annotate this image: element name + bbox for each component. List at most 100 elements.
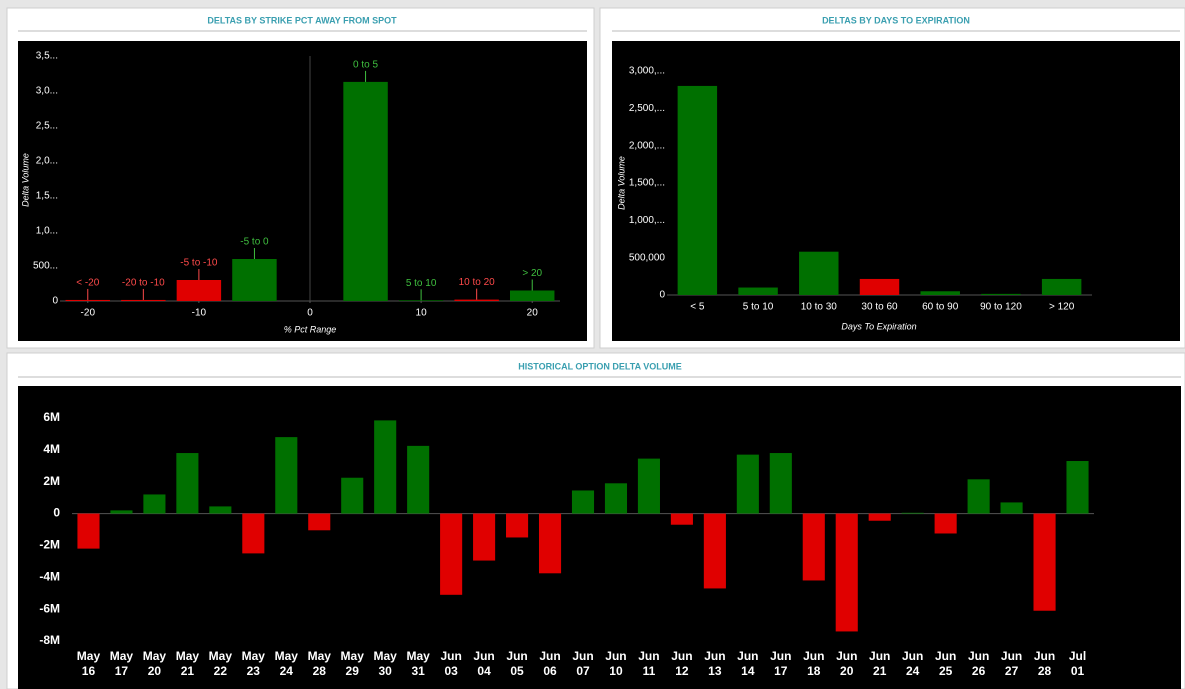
y-tick-label: 500...	[33, 261, 58, 272]
x-tick-label: 5 to 10	[743, 302, 774, 313]
y-tick-label: -6M	[39, 601, 60, 615]
bar	[799, 251, 839, 295]
x-tick-label: 10 to 30	[801, 302, 838, 313]
x-tick-label: 60 to 90	[922, 302, 959, 313]
x-tick-label: Jun 06	[539, 649, 561, 678]
bar	[209, 506, 232, 514]
y-tick-label: 2,000,...	[629, 140, 665, 151]
bar	[637, 458, 660, 514]
plot-area	[18, 386, 1181, 689]
data-label: 5 to 10	[406, 278, 437, 289]
bar	[275, 437, 298, 514]
y-tick-label: 3,000,...	[629, 66, 665, 77]
x-tick-label: May 28	[307, 649, 331, 678]
y-tick-label: 1,000,...	[629, 215, 665, 226]
bar	[121, 299, 166, 301]
bar	[571, 490, 595, 514]
bar	[835, 513, 858, 632]
bar	[1033, 513, 1056, 611]
y-tick-label: 2,0...	[36, 156, 58, 167]
bar	[77, 513, 100, 549]
bar	[454, 299, 499, 301]
y-tick-label: 1,0...	[36, 226, 58, 237]
x-axis-label: % Pct Range	[284, 324, 337, 334]
x-tick-label: May 21	[175, 649, 200, 678]
y-tick-label: 3,0...	[36, 86, 58, 97]
x-tick-label: > 120	[1049, 302, 1075, 313]
bar	[538, 513, 562, 574]
y-tick-label: 0	[659, 290, 665, 301]
bar	[967, 479, 990, 514]
chart-title: DELTAS BY DAYS TO EXPIRATION	[822, 15, 970, 25]
data-label: -5 to -10	[180, 258, 218, 269]
y-tick-label: 1,5...	[36, 191, 58, 202]
bar	[176, 280, 222, 301]
bar	[769, 453, 792, 514]
x-tick-label: May 29	[340, 649, 364, 678]
y-axis-label: Delta Volume	[616, 156, 626, 210]
bar	[374, 420, 397, 514]
y-tick-label: 4M	[43, 442, 60, 456]
data-label: -20 to -10	[122, 278, 165, 289]
x-tick-label: -20	[81, 308, 96, 319]
plot-area	[18, 41, 587, 341]
bar	[604, 483, 628, 514]
bar	[859, 278, 900, 295]
x-tick-label: 30 to 60	[861, 302, 898, 313]
data-label: < -20	[76, 278, 100, 289]
x-tick-label: May 23	[241, 649, 265, 678]
bar	[176, 453, 199, 514]
bar	[981, 293, 1021, 295]
bar	[308, 513, 331, 531]
x-tick-label: 0	[307, 308, 313, 319]
x-tick-label: Jun 11	[638, 649, 660, 678]
x-tick-label: Jun 07	[572, 649, 594, 678]
x-tick-label: Jun 13	[704, 649, 726, 678]
x-tick-label: May 31	[406, 649, 430, 678]
x-tick-label: Jun 24	[902, 649, 924, 678]
bar	[343, 81, 388, 302]
data-label: -5 to 0	[240, 237, 269, 248]
bar	[65, 299, 110, 301]
y-tick-label: 0	[53, 506, 60, 520]
x-tick-label: Jun 10	[605, 649, 627, 678]
bar	[506, 513, 529, 538]
x-tick-label: Jun 26	[967, 649, 990, 678]
x-tick-label: Jun 18	[803, 649, 825, 678]
x-tick-label: Jun 12	[671, 649, 693, 678]
x-tick-label: Jun 17	[770, 649, 792, 678]
chart-title: DELTAS BY STRIKE PCT AWAY FROM SPOT	[207, 15, 397, 25]
bar	[341, 477, 364, 514]
x-tick-label: Jun 20	[836, 649, 858, 678]
x-tick-label: May 16	[76, 649, 101, 678]
chart-title: HISTORICAL OPTION DELTA VOLUME	[518, 361, 682, 371]
bar	[440, 513, 463, 595]
bar	[703, 513, 726, 589]
y-axis-label: Delta Volume	[20, 153, 30, 207]
x-tick-label: Jun 04	[473, 649, 495, 678]
data-label: > 20	[522, 268, 542, 279]
bar	[1066, 461, 1089, 514]
bar	[1000, 502, 1023, 514]
x-tick-label: 90 to 120	[980, 302, 1022, 313]
bar	[143, 494, 166, 514]
x-tick-label: Jun 27	[1000, 649, 1023, 678]
x-tick-label: 10	[416, 308, 428, 319]
y-tick-label: 2M	[43, 474, 60, 488]
y-tick-label: 0	[52, 296, 58, 307]
y-tick-label: 6M	[43, 410, 60, 424]
bar	[920, 291, 960, 295]
y-tick-label: 1,500,...	[629, 178, 665, 189]
bar	[901, 512, 924, 514]
data-label: 0 to 5	[353, 60, 378, 71]
x-tick-label: May 22	[208, 649, 233, 678]
bar	[670, 513, 693, 525]
x-tick-label: < 5	[690, 302, 705, 313]
y-tick-label: 3,5...	[36, 51, 58, 62]
y-tick-label: -8M	[39, 633, 60, 647]
x-tick-label: Jun 05	[506, 649, 528, 678]
x-tick-label: Jun 14	[737, 649, 759, 678]
y-tick-label: 2,500,...	[629, 103, 665, 114]
